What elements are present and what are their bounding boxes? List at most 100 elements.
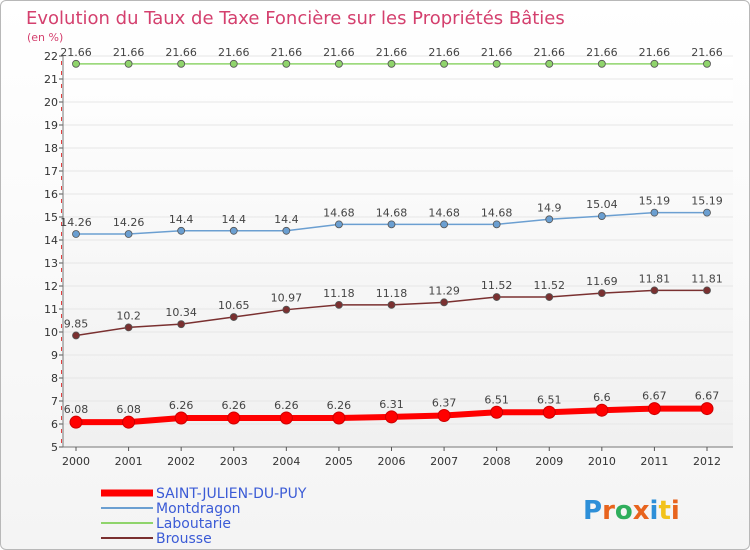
data-label: 21.66	[586, 46, 618, 59]
data-point	[545, 59, 554, 68]
data-point	[282, 305, 291, 314]
data-point	[387, 220, 396, 229]
legend-label: Laboutarie	[156, 516, 231, 532]
data-label: 14.68	[481, 206, 513, 219]
data-point	[124, 59, 133, 68]
data-point	[335, 59, 343, 68]
data-point	[595, 403, 609, 417]
data-label: 11.29	[428, 284, 460, 297]
data-point	[703, 286, 711, 295]
data-label: 14.68	[428, 206, 460, 219]
logo-letter: r	[602, 496, 615, 526]
data-label: 21.66	[428, 46, 460, 59]
data-point	[282, 226, 291, 235]
x-tick-label: 2004	[272, 455, 300, 468]
data-point	[703, 59, 711, 68]
data-label: 21.66	[639, 46, 671, 59]
data-point	[387, 300, 396, 309]
data-label: 21.66	[323, 46, 355, 59]
gridlines	[63, 55, 733, 425]
x-tick-label: 2000	[62, 455, 90, 468]
y-tick-label: 15	[44, 211, 58, 224]
data-point	[490, 405, 504, 419]
data-point	[597, 289, 606, 298]
data-label: 21.66	[271, 46, 303, 59]
y-tick-label: 6	[51, 418, 58, 431]
data-point	[385, 410, 398, 424]
y-tick-label: 14	[44, 234, 58, 247]
data-label: 21.66	[534, 46, 566, 59]
data-point	[597, 59, 606, 68]
plot-area	[63, 56, 733, 447]
data-point	[177, 320, 186, 329]
x-tick-label: 2001	[115, 455, 143, 468]
data-label: 14.4	[274, 213, 299, 226]
data-point	[542, 405, 556, 419]
y-tick-label: 17	[44, 165, 58, 178]
y-tick-label: 18	[44, 142, 58, 155]
data-label: 6.31	[379, 398, 404, 411]
data-label: 21.66	[113, 46, 145, 59]
x-tick-label: 2002	[167, 455, 195, 468]
data-label: 21.66	[218, 46, 250, 59]
data-label: 10.34	[165, 306, 197, 319]
data-point	[174, 411, 188, 425]
axes: 5 6 7 8 9 10 11 12 13 14 15 16 17 18 19 20 21 22 2000 2001 2…	[44, 50, 733, 468]
data-label: 11.81	[639, 272, 671, 285]
data-point	[437, 408, 451, 422]
data-point	[492, 59, 501, 68]
x-tick-label: 2012	[693, 455, 721, 468]
data-point	[545, 215, 554, 224]
x-tick-label: 2003	[220, 455, 248, 468]
data-point	[700, 402, 714, 416]
data-point	[440, 220, 448, 229]
data-label: 14.9	[537, 201, 562, 214]
proxiti-logo: Proxiti	[583, 496, 680, 526]
y-tick-label: 10	[44, 326, 58, 339]
x-tick-label: 2009	[535, 455, 563, 468]
data-label: 11.81	[691, 272, 723, 285]
y-tick-label: 11	[44, 303, 58, 316]
data-label: 15.19	[639, 195, 671, 208]
y-tick-label: 5	[51, 441, 58, 454]
data-label: 10.97	[271, 292, 303, 305]
data-label: 6.51	[537, 393, 562, 406]
data-point	[332, 411, 346, 425]
data-label: 14.68	[323, 206, 355, 219]
data-point	[177, 59, 186, 68]
data-point	[703, 208, 711, 217]
data-point	[647, 402, 661, 416]
data-point	[282, 59, 291, 68]
y-tick-label: 19	[44, 119, 58, 132]
legend-label: SAINT-JULIEN-DU-PUY	[156, 486, 307, 502]
data-label: 6.08	[116, 403, 141, 416]
data-label: 11.18	[323, 287, 355, 300]
data-point	[122, 415, 136, 429]
y-tick-label: 7	[51, 395, 58, 408]
data-label: 21.66	[376, 46, 408, 59]
legend-label: Brousse	[156, 531, 212, 547]
data-point	[124, 230, 133, 238]
logo-letter: i	[650, 496, 659, 526]
y-tick-label: 20	[44, 96, 58, 109]
data-point	[650, 286, 659, 295]
data-label: 21.66	[691, 46, 723, 59]
x-tick-label: 2010	[588, 455, 616, 468]
data-point	[440, 298, 448, 307]
data-point	[387, 59, 396, 68]
x-tick-label: 2006	[378, 455, 406, 468]
data-label: 14.4	[222, 213, 247, 226]
data-point	[72, 331, 80, 340]
data-point	[597, 212, 606, 220]
data-label: 14.26	[113, 216, 145, 229]
data-point	[229, 226, 238, 235]
y-tick-label: 9	[51, 349, 58, 362]
series-group	[69, 59, 714, 429]
data-point	[335, 300, 343, 309]
data-point	[72, 230, 80, 238]
legend: SAINT-JULIEN-DU-PUYMontdragonLaboutarieB…	[101, 486, 307, 547]
data-label: 11.18	[376, 287, 408, 300]
data-point	[69, 415, 83, 429]
unit-label: (en %)	[27, 31, 63, 44]
